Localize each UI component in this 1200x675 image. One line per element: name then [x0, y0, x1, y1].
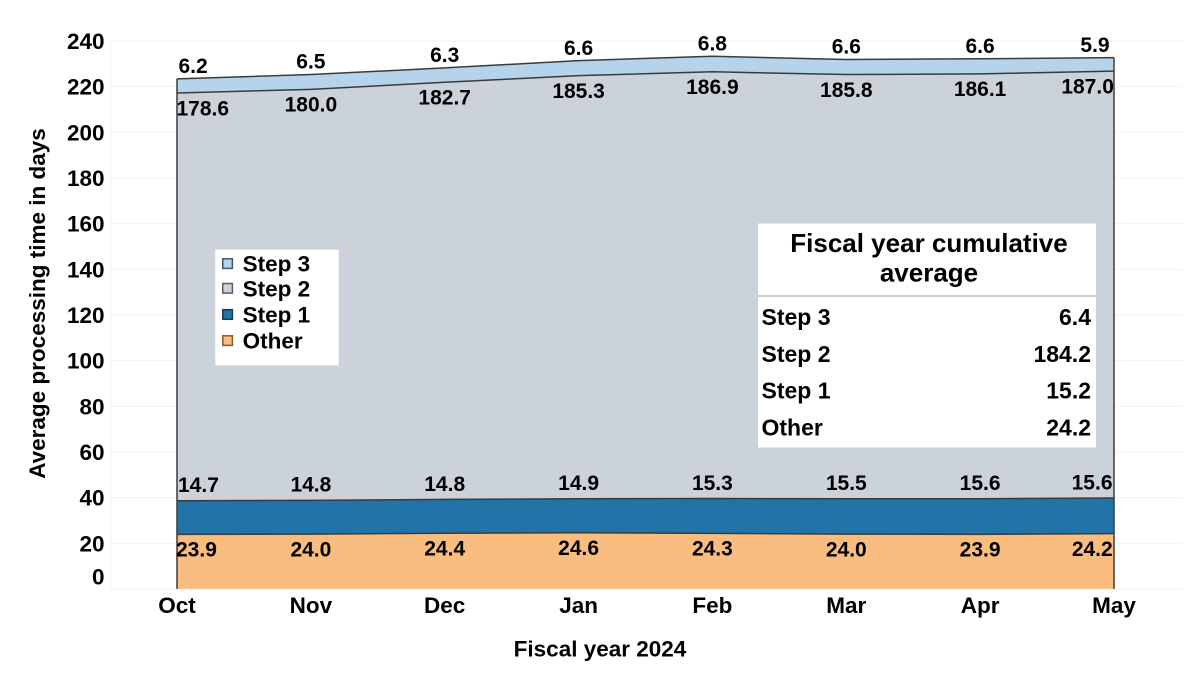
svg-text:Average processing time in day: Average processing time in days	[25, 128, 50, 479]
svg-text:24.2: 24.2	[1046, 414, 1091, 440]
svg-text:180.0: 180.0	[285, 94, 338, 117]
svg-text:24.3: 24.3	[692, 538, 733, 561]
svg-text:24.0: 24.0	[826, 538, 867, 561]
svg-text:6.6: 6.6	[564, 37, 593, 60]
svg-text:178.6: 178.6	[177, 97, 230, 120]
svg-text:120: 120	[67, 303, 105, 328]
svg-text:15.3: 15.3	[692, 472, 733, 495]
svg-text:23.9: 23.9	[176, 539, 217, 562]
svg-text:6.3: 6.3	[430, 44, 459, 67]
svg-text:182.7: 182.7	[418, 87, 471, 110]
svg-text:Other: Other	[243, 329, 303, 354]
svg-text:15.6: 15.6	[1072, 471, 1113, 494]
svg-text:14.8: 14.8	[290, 474, 331, 497]
svg-text:160: 160	[67, 212, 105, 237]
svg-text:40: 40	[79, 486, 104, 511]
svg-text:187.0: 187.0	[1061, 76, 1114, 99]
svg-text:6.6: 6.6	[832, 36, 861, 59]
svg-text:185.3: 185.3	[552, 80, 605, 103]
svg-text:23.9: 23.9	[960, 539, 1001, 562]
svg-text:220: 220	[67, 75, 105, 100]
svg-text:180: 180	[67, 166, 105, 191]
svg-text:24.6: 24.6	[558, 537, 599, 560]
svg-text:Dec: Dec	[424, 593, 465, 618]
svg-text:24.2: 24.2	[1072, 538, 1113, 561]
svg-text:186.1: 186.1	[954, 78, 1007, 101]
svg-text:140: 140	[67, 257, 105, 282]
svg-text:Jan: Jan	[559, 593, 598, 618]
svg-text:Step 3: Step 3	[762, 304, 831, 330]
svg-text:Nov: Nov	[290, 593, 333, 618]
svg-text:May: May	[1092, 593, 1136, 618]
svg-text:Fiscal year 2024: Fiscal year 2024	[514, 637, 687, 662]
svg-text:average: average	[880, 258, 978, 288]
svg-text:Apr: Apr	[961, 593, 1000, 618]
svg-text:Step 2: Step 2	[243, 276, 311, 301]
svg-text:Oct: Oct	[158, 593, 196, 618]
svg-text:15.6: 15.6	[960, 472, 1001, 495]
svg-text:6.8: 6.8	[698, 32, 728, 55]
svg-text:15.5: 15.5	[826, 472, 867, 495]
svg-text:186.9: 186.9	[686, 76, 739, 99]
svg-text:6.4: 6.4	[1059, 304, 1091, 330]
svg-text:Feb: Feb	[692, 593, 732, 618]
svg-text:15.2: 15.2	[1046, 378, 1091, 404]
svg-text:14.7: 14.7	[178, 474, 219, 497]
svg-text:Step 3: Step 3	[243, 252, 311, 277]
svg-text:Step 2: Step 2	[762, 341, 831, 367]
svg-text:6.6: 6.6	[965, 35, 994, 58]
svg-text:184.2: 184.2	[1033, 341, 1091, 367]
svg-text:Fiscal year cumulative: Fiscal year cumulative	[790, 228, 1067, 258]
svg-text:5.9: 5.9	[1080, 34, 1109, 57]
svg-text:100: 100	[67, 349, 105, 374]
svg-text:185.8: 185.8	[820, 79, 873, 102]
svg-text:200: 200	[67, 120, 105, 145]
svg-text:0: 0	[92, 564, 105, 589]
svg-text:Mar: Mar	[826, 593, 866, 618]
svg-text:20: 20	[79, 531, 104, 556]
svg-text:14.9: 14.9	[558, 472, 599, 495]
svg-text:240: 240	[67, 29, 105, 54]
svg-text:24.0: 24.0	[290, 538, 331, 561]
svg-text:24.4: 24.4	[424, 537, 465, 560]
svg-text:14.8: 14.8	[424, 473, 465, 496]
svg-text:6.5: 6.5	[296, 51, 326, 74]
svg-text:Other: Other	[762, 414, 823, 440]
svg-text:6.2: 6.2	[179, 55, 208, 78]
svg-text:Step 1: Step 1	[762, 378, 831, 404]
svg-text:80: 80	[79, 394, 104, 419]
svg-text:60: 60	[79, 440, 104, 465]
svg-text:Step 1: Step 1	[243, 303, 311, 328]
